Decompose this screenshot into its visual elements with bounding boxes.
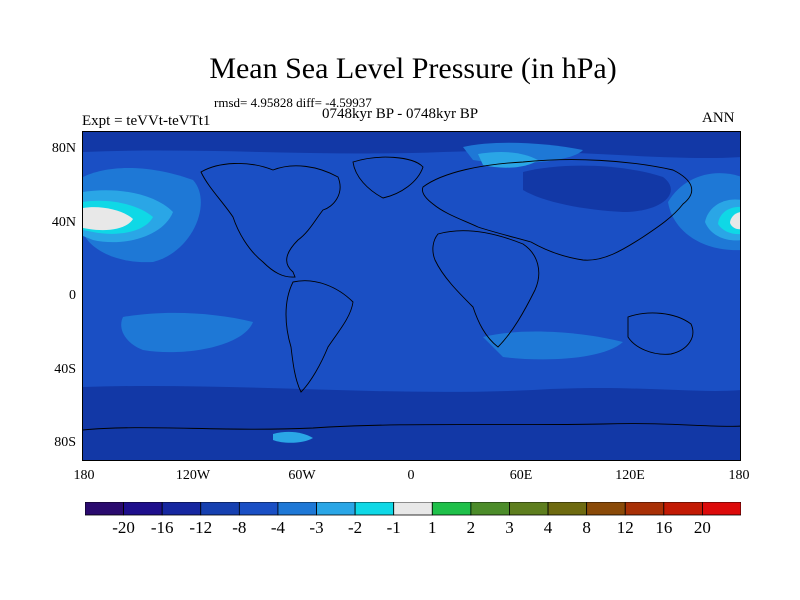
colorbar-box	[277, 502, 317, 516]
colorbar-box	[663, 502, 703, 516]
lon-tick-label: 0	[407, 468, 415, 483]
contour-light-antarctic	[273, 431, 313, 443]
coastline-south-america	[285, 280, 354, 393]
colorbar-box	[354, 502, 395, 516]
contour-light-arctic	[478, 152, 538, 168]
lat-tick-label: 40N	[51, 215, 76, 230]
lat-tick-label: 0	[69, 288, 76, 303]
colorbar-box	[509, 502, 549, 516]
colorbar-box	[624, 502, 665, 516]
colorbar	[85, 502, 741, 516]
period-text: 0748kyr BP - 0748kyr BP	[322, 106, 479, 122]
colorbar-tick-label: -1	[386, 518, 401, 537]
colorbar-box	[431, 502, 472, 516]
lon-tick-label: 60W	[288, 468, 316, 483]
coastline-australia	[627, 312, 694, 355]
colorbar-tick-label: 20	[693, 518, 711, 537]
colorbar-tick-label: 12	[616, 518, 634, 537]
lon-tick-label: 180	[728, 468, 750, 483]
colorbar-tick-label: 1	[428, 518, 437, 537]
lon-tick-label: 60E	[509, 468, 533, 483]
lat-tick-label: 80S	[54, 435, 76, 450]
contour-dark-siberia	[523, 165, 671, 212]
colorbar-tick-label: -16	[150, 518, 174, 537]
contour-medium-south-indian	[483, 331, 623, 360]
colorbar-box	[85, 502, 124, 516]
colorbar-box	[200, 502, 240, 516]
colorbar-box	[702, 502, 741, 516]
colorbar-tick-label: -2	[348, 518, 363, 537]
colorbar-tick-label: -20	[112, 518, 135, 537]
stats-text: rmsd= 4.95828 diff= -4.59937	[214, 95, 372, 110]
coastline-greenland	[352, 156, 424, 199]
colorbar-box	[316, 502, 356, 516]
experiment-label: Expt = teVVt-teVTt1	[82, 113, 211, 129]
colorbar-tick-label: -8	[232, 518, 247, 537]
colorbar-box	[393, 502, 433, 516]
colorbar-box	[238, 502, 279, 516]
coastlines	[83, 156, 740, 431]
season-label: ANN	[702, 110, 735, 126]
colorbar-tick-label: 4	[543, 518, 553, 537]
coastline-antarctica	[83, 423, 740, 431]
colorbar-box	[470, 502, 510, 516]
coastline-eurasia	[422, 159, 693, 261]
pressure-contours	[83, 132, 740, 460]
pressure-map	[83, 132, 740, 460]
colorbar-box	[123, 502, 163, 516]
lat-tick-label: 80N	[51, 141, 76, 156]
colorbar-tick-label: 2	[466, 518, 476, 537]
colorbar-box	[161, 502, 202, 516]
plot-title: Mean Sea Level Pressure (in hPa)	[209, 52, 617, 85]
colorbar-tick-label: 3	[505, 518, 514, 537]
lon-tick-label: 120W	[175, 468, 211, 483]
colorbar-box	[547, 502, 588, 516]
lat-tick-label: 40S	[54, 362, 76, 377]
colorbar-tick-label: -12	[189, 518, 213, 537]
map-panel	[82, 131, 741, 461]
colorbar-tick-label: 8	[582, 518, 591, 537]
coastline-africa	[432, 230, 540, 348]
colorbar-tick-label: -3	[309, 518, 324, 537]
colorbar-tick-label: -4	[270, 518, 286, 537]
colorbar-box	[586, 502, 626, 516]
contour-dark-south	[83, 385, 740, 460]
coastline-north-america	[200, 162, 341, 278]
contour-white-pacific-west	[83, 207, 133, 231]
colorbar-tick-label: 16	[655, 518, 673, 537]
contour-white-pacific-east	[730, 212, 740, 230]
contour-medium-south-pacific	[121, 312, 254, 353]
lon-tick-label: 180	[73, 468, 95, 483]
lon-tick-label: 120E	[615, 468, 645, 483]
